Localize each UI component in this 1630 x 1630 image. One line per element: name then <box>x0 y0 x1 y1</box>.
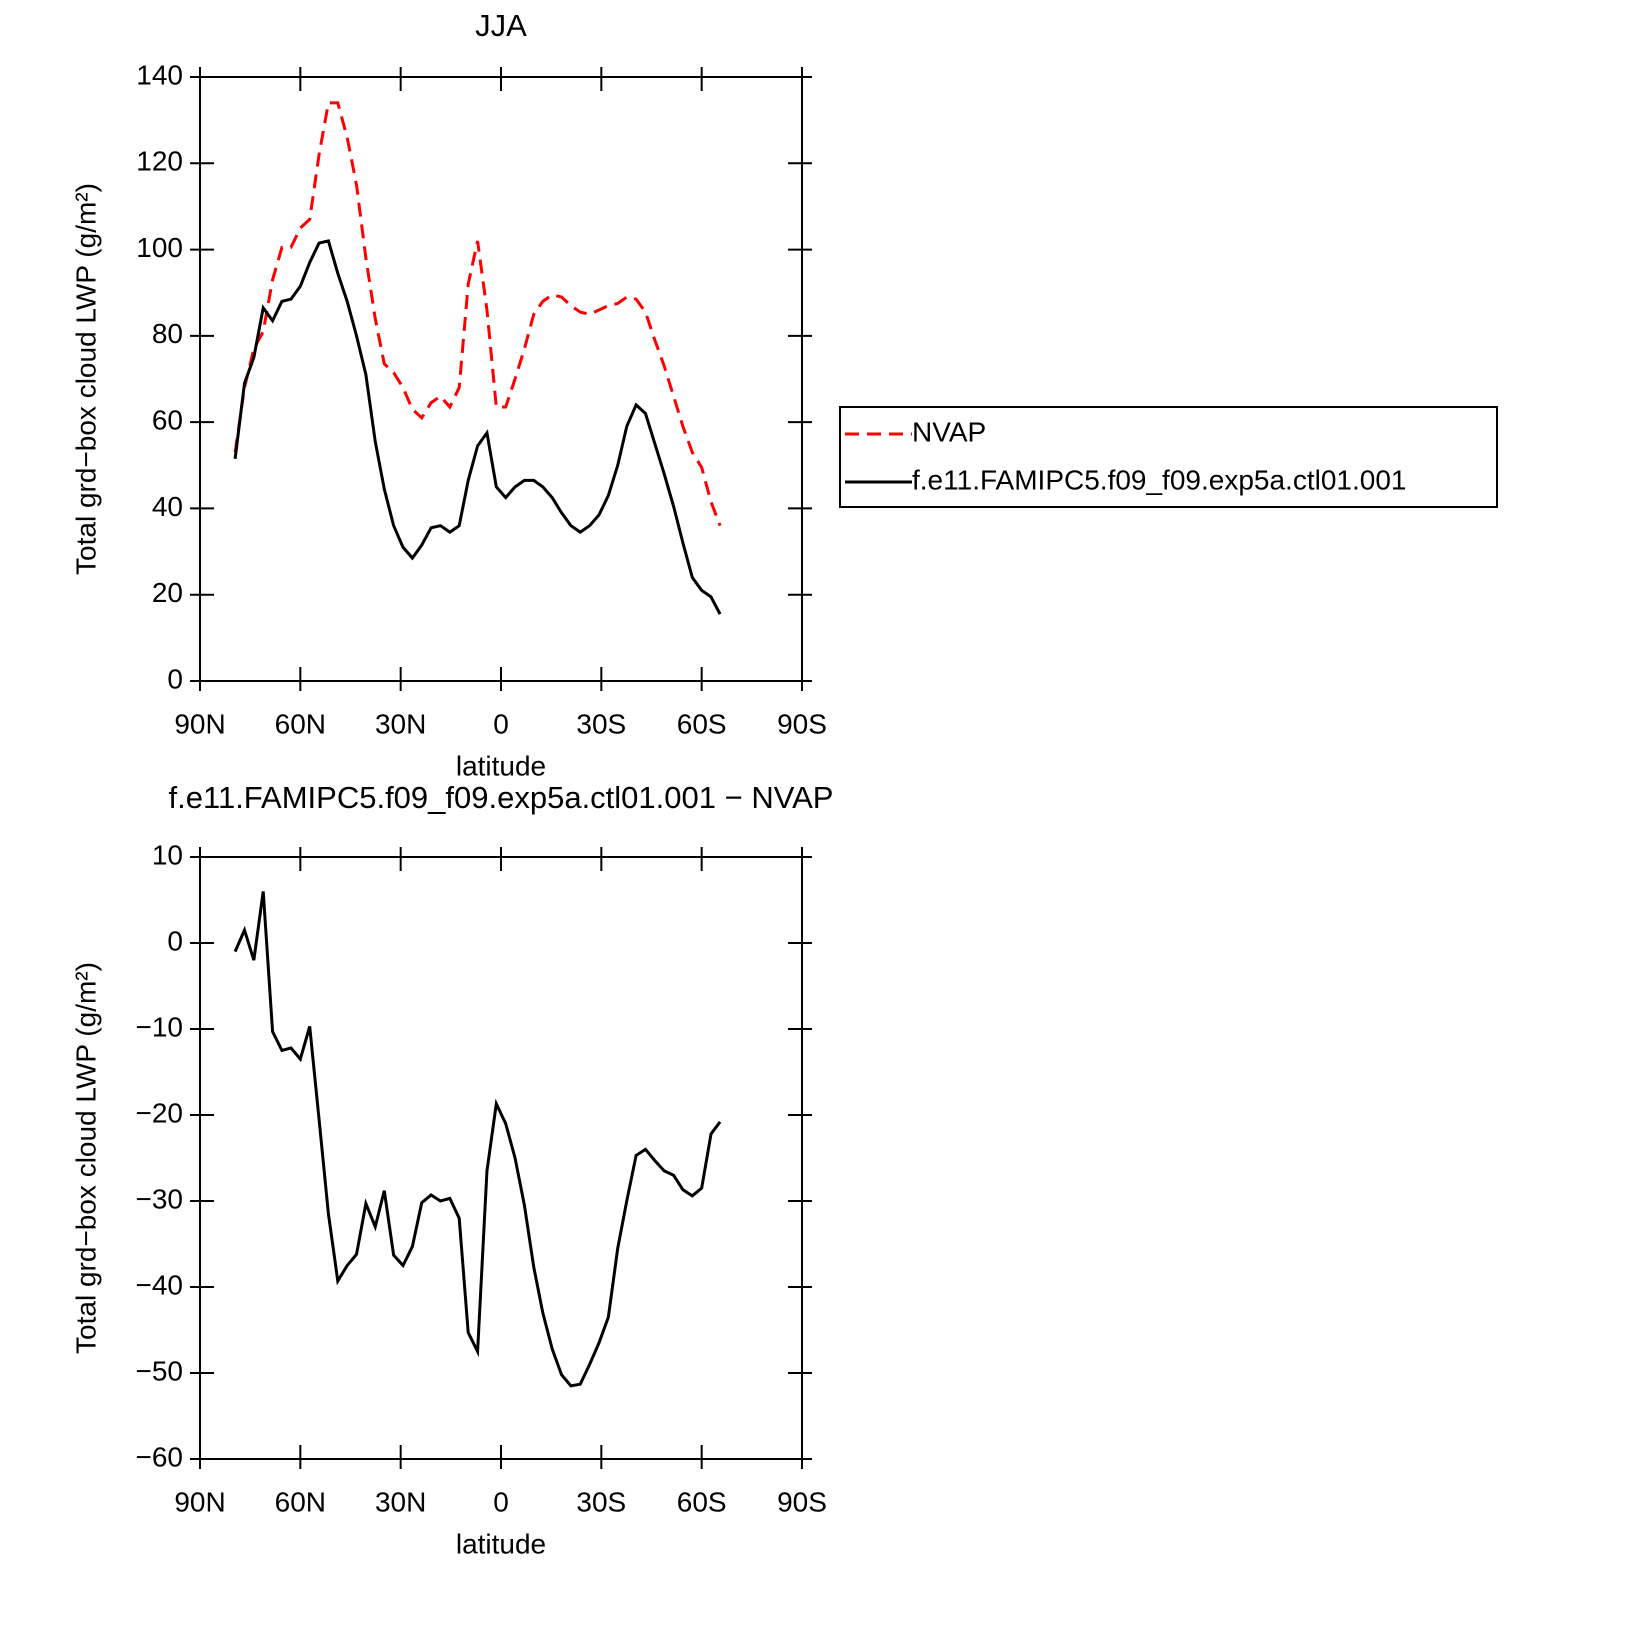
y-tick-label: −10 <box>136 1011 184 1042</box>
x-tick-label: 60S <box>677 708 727 739</box>
y-tick-label: −50 <box>136 1355 184 1386</box>
legend-label: f.e11.FAMIPC5.f09_f09.exp5a.ctl01.001 <box>912 464 1406 495</box>
chart-title: JJA <box>475 8 527 43</box>
x-tick-label: 30N <box>375 708 426 739</box>
y-axis-label: Total grd−box cloud LWP (g/m²) <box>70 962 101 1354</box>
y-tick-label: 0 <box>167 663 183 694</box>
y-tick-label: −60 <box>136 1441 184 1472</box>
y-tick-label: −40 <box>136 1269 184 1300</box>
x-axis-label: latitude <box>456 1528 546 1559</box>
data-line <box>233 891 722 1388</box>
y-tick-label: 60 <box>152 405 183 436</box>
y-tick-label: 100 <box>136 232 183 263</box>
x-tick-label: 0 <box>493 708 509 739</box>
y-axis-label: Total grd−box cloud LWP (g/m²) <box>70 183 101 575</box>
y-tick-label: 140 <box>136 59 183 90</box>
x-tick-label: 90S <box>777 1486 827 1517</box>
legend-label: NVAP <box>912 416 986 447</box>
x-tick-label: 90N <box>174 708 225 739</box>
x-tick-label: 60N <box>275 1486 326 1517</box>
x-axis-label: latitude <box>456 750 546 781</box>
chart-title: f.e11.FAMIPC5.f09_f09.exp5a.ctl01.001 − … <box>169 780 834 815</box>
y-tick-label: 80 <box>152 318 183 349</box>
y-tick-label: 40 <box>152 491 183 522</box>
data-line <box>233 239 722 615</box>
y-tick-label: 10 <box>152 839 183 870</box>
y-tick-label: −20 <box>136 1097 184 1128</box>
x-tick-label: 90S <box>777 708 827 739</box>
x-tick-label: 30N <box>375 1486 426 1517</box>
x-tick-label: 30S <box>576 1486 626 1517</box>
x-tick-label: 60S <box>677 1486 727 1517</box>
x-tick-label: 30S <box>576 708 626 739</box>
y-tick-label: 120 <box>136 146 183 177</box>
y-tick-label: 20 <box>152 577 183 608</box>
y-tick-label: 0 <box>167 925 183 956</box>
legend-box <box>839 406 1498 508</box>
data-line <box>233 101 722 527</box>
plot-frame <box>199 76 803 682</box>
x-tick-label: 0 <box>493 1486 509 1517</box>
y-tick-label: −30 <box>136 1183 184 1214</box>
x-tick-label: 90N <box>174 1486 225 1517</box>
plot-frame <box>199 856 803 1460</box>
x-tick-label: 60N <box>275 708 326 739</box>
